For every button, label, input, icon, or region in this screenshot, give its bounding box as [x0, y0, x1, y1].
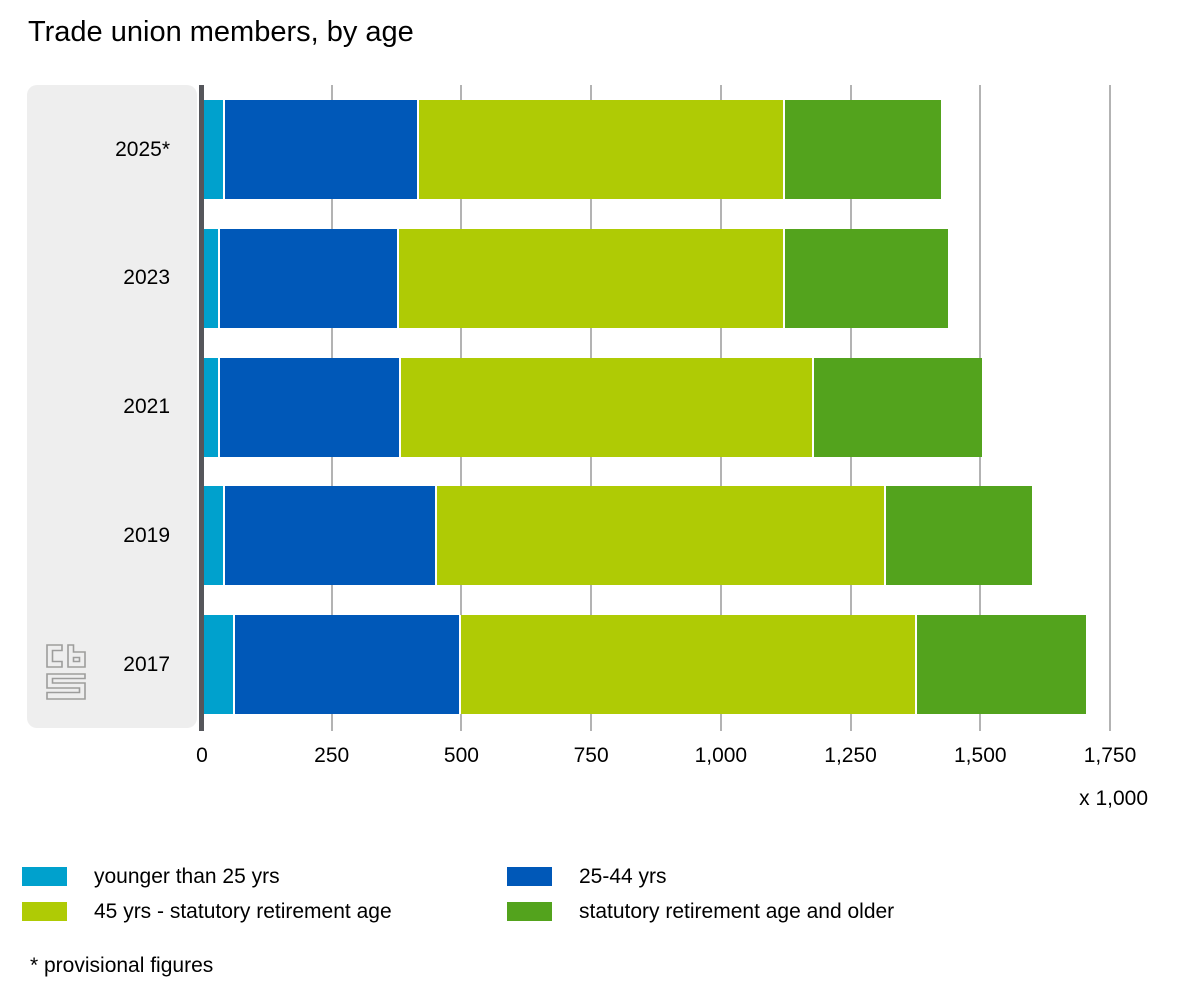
value-tick-label: 750 — [573, 744, 609, 767]
category-label: 2017 — [123, 653, 170, 676]
bar-segment[interactable] — [813, 358, 983, 457]
bar-row-2023 — [204, 229, 949, 328]
bar-segment[interactable] — [437, 486, 887, 585]
bar-segment[interactable] — [785, 229, 949, 328]
legend-label: statutory retirement age and older — [579, 899, 895, 923]
legend-item-retirement-and-older[interactable]: statutory retirement age and older — [507, 899, 895, 923]
bar-segment[interactable] — [917, 615, 1086, 714]
bar-segment[interactable] — [219, 229, 399, 328]
bar-segment[interactable] — [204, 100, 225, 199]
bar-segment[interactable] — [204, 229, 220, 328]
bar-segment[interactable] — [401, 358, 814, 457]
legend-item-25-44[interactable]: 25-44 yrs — [507, 864, 667, 888]
value-tick-label: 1,250 — [824, 744, 877, 767]
bar-segment[interactable] — [204, 358, 220, 457]
value-tick-label: 250 — [314, 744, 350, 767]
value-tick-label: 1,750 — [1083, 744, 1137, 767]
bar-segment[interactable] — [785, 100, 941, 199]
axis-unit-label: x 1,000 — [1079, 787, 1148, 810]
chart-title: Trade union members, by age — [28, 16, 414, 48]
bar-row-2021 — [204, 358, 983, 457]
bar-segment[interactable] — [204, 615, 236, 714]
bar-row-2025 — [204, 100, 941, 199]
bar-segment[interactable] — [460, 615, 918, 714]
legend-swatch-icon — [22, 902, 67, 921]
value-tick-label: 1,000 — [694, 744, 748, 767]
legend-swatch-icon — [507, 902, 552, 921]
bar-segment[interactable] — [219, 358, 402, 457]
bar-segment[interactable] — [235, 615, 461, 714]
category-label: 2025* — [115, 138, 170, 161]
legend-label: 45 yrs - statutory retirement age — [94, 899, 392, 923]
legend-swatch-icon — [22, 867, 67, 886]
bar-row-2017 — [204, 615, 1086, 714]
value-axis-line — [199, 85, 204, 731]
bar-segment[interactable] — [204, 486, 225, 585]
bar-segment[interactable] — [419, 100, 786, 199]
bar-row-2019 — [204, 486, 1032, 585]
legend-swatch-icon — [507, 867, 552, 886]
legend-label: younger than 25 yrs — [94, 864, 280, 888]
value-tick-label: 1,500 — [954, 744, 1007, 767]
value-tick-label: 0 — [196, 744, 208, 767]
category-label: 2023 — [123, 266, 170, 289]
cbs-logo — [46, 644, 86, 700]
bar-segment[interactable] — [224, 486, 438, 585]
gridline — [1109, 85, 1111, 731]
value-tick-label: 500 — [443, 744, 479, 767]
category-label: 2021 — [123, 395, 170, 418]
legend-item-younger-than-25[interactable]: younger than 25 yrs — [22, 864, 280, 888]
legend-label: 25-44 yrs — [579, 864, 667, 888]
bar-segment[interactable] — [398, 229, 786, 328]
category-axis-band — [27, 85, 197, 728]
bar-segment[interactable] — [886, 486, 1032, 585]
bar-segment[interactable] — [224, 100, 420, 199]
legend-item-45-to-retirement[interactable]: 45 yrs - statutory retirement age — [22, 899, 392, 923]
footnote: * provisional figures — [30, 954, 214, 977]
category-label: 2019 — [123, 524, 170, 547]
